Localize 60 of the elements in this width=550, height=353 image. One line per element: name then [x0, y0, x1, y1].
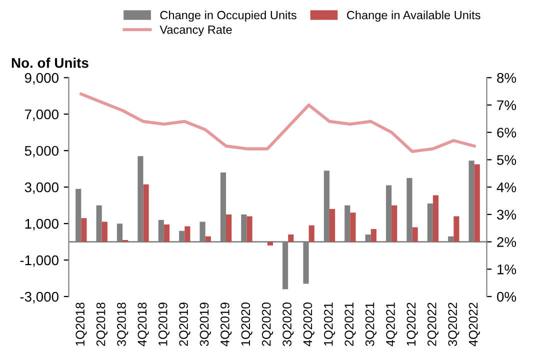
bar [143, 184, 149, 242]
x-tick-label: 4Q2022 [468, 302, 480, 346]
x-tick-label: 1Q2022 [406, 302, 418, 346]
x-tick-label: 1Q2021 [324, 302, 336, 346]
bar [288, 234, 294, 242]
y-tick-label: 5,000 [24, 146, 58, 158]
bar [454, 216, 460, 242]
y2-tick-label: 1% [498, 264, 516, 274]
x-tick-label: 4Q2018 [138, 302, 149, 346]
y-axis-title: No. of Units [12, 58, 88, 68]
legend-label: Change in Available Units [347, 10, 480, 22]
bar [205, 236, 211, 242]
legend-label: Vacancy Rate [160, 26, 232, 36]
y2-tick-label: 3% [497, 210, 516, 220]
x-tick-label: 3Q2019 [200, 302, 211, 346]
bar [350, 212, 356, 242]
x-tick-label: 2Q2021 [344, 302, 356, 346]
y2-tick-label: 6% [497, 128, 516, 138]
y2-tick-label: 4% [496, 182, 516, 192]
y2-tick-label: 8% [497, 72, 516, 83]
y-tick-label: 3,000 [24, 182, 58, 194]
x-tick-label: 4Q2019 [220, 302, 232, 346]
x-tick-label: 1Q2019 [158, 302, 170, 346]
y2-tick-label: 5% [497, 155, 516, 165]
x-tick-label: 1Q2020 [241, 302, 252, 346]
y-tick-label: 9,000 [24, 72, 58, 84]
x-tick-label: 3Q2018 [117, 302, 128, 346]
bar [432, 195, 439, 242]
y-tick-label: 7,000 [24, 109, 58, 121]
x-tick-label: 4Q2020 [303, 302, 314, 346]
bar [102, 222, 108, 242]
y-tick-label: -3,000 [20, 292, 58, 304]
y-tick-label: 1,000 [25, 218, 58, 230]
x-tick-label: 2Q2018 [96, 302, 108, 346]
x-tick-label: 4Q2021 [386, 302, 398, 346]
bar [81, 218, 87, 242]
bar [184, 226, 190, 242]
bar [392, 205, 398, 242]
x-tick-label: 2Q2019 [179, 302, 190, 346]
y2-tick-label: 2% [497, 237, 516, 247]
x-tick-label: 1Q2018 [76, 302, 87, 346]
y2-tick-label: 0% [497, 292, 516, 302]
bar [329, 208, 336, 242]
y-tick-label: -1,000 [20, 255, 58, 267]
bar [246, 216, 252, 242]
bar [226, 214, 232, 242]
x-tick-label: 3Q2020 [282, 302, 294, 346]
bar [370, 229, 376, 242]
legend-label: Change in Occupied Units [160, 10, 296, 22]
x-tick-label: 3Q2022 [448, 302, 460, 346]
line-series [80, 92, 476, 154]
x-tick-label: 3Q2021 [365, 302, 376, 346]
y2-tick-label: 7% [497, 100, 516, 110]
x-tick-label: 2Q2020 [262, 302, 273, 346]
x-tick-label: 2Q2022 [427, 302, 439, 346]
bar [164, 224, 170, 242]
bar [267, 242, 273, 246]
bar [412, 227, 418, 242]
bar [474, 164, 480, 242]
bar [308, 225, 314, 242]
